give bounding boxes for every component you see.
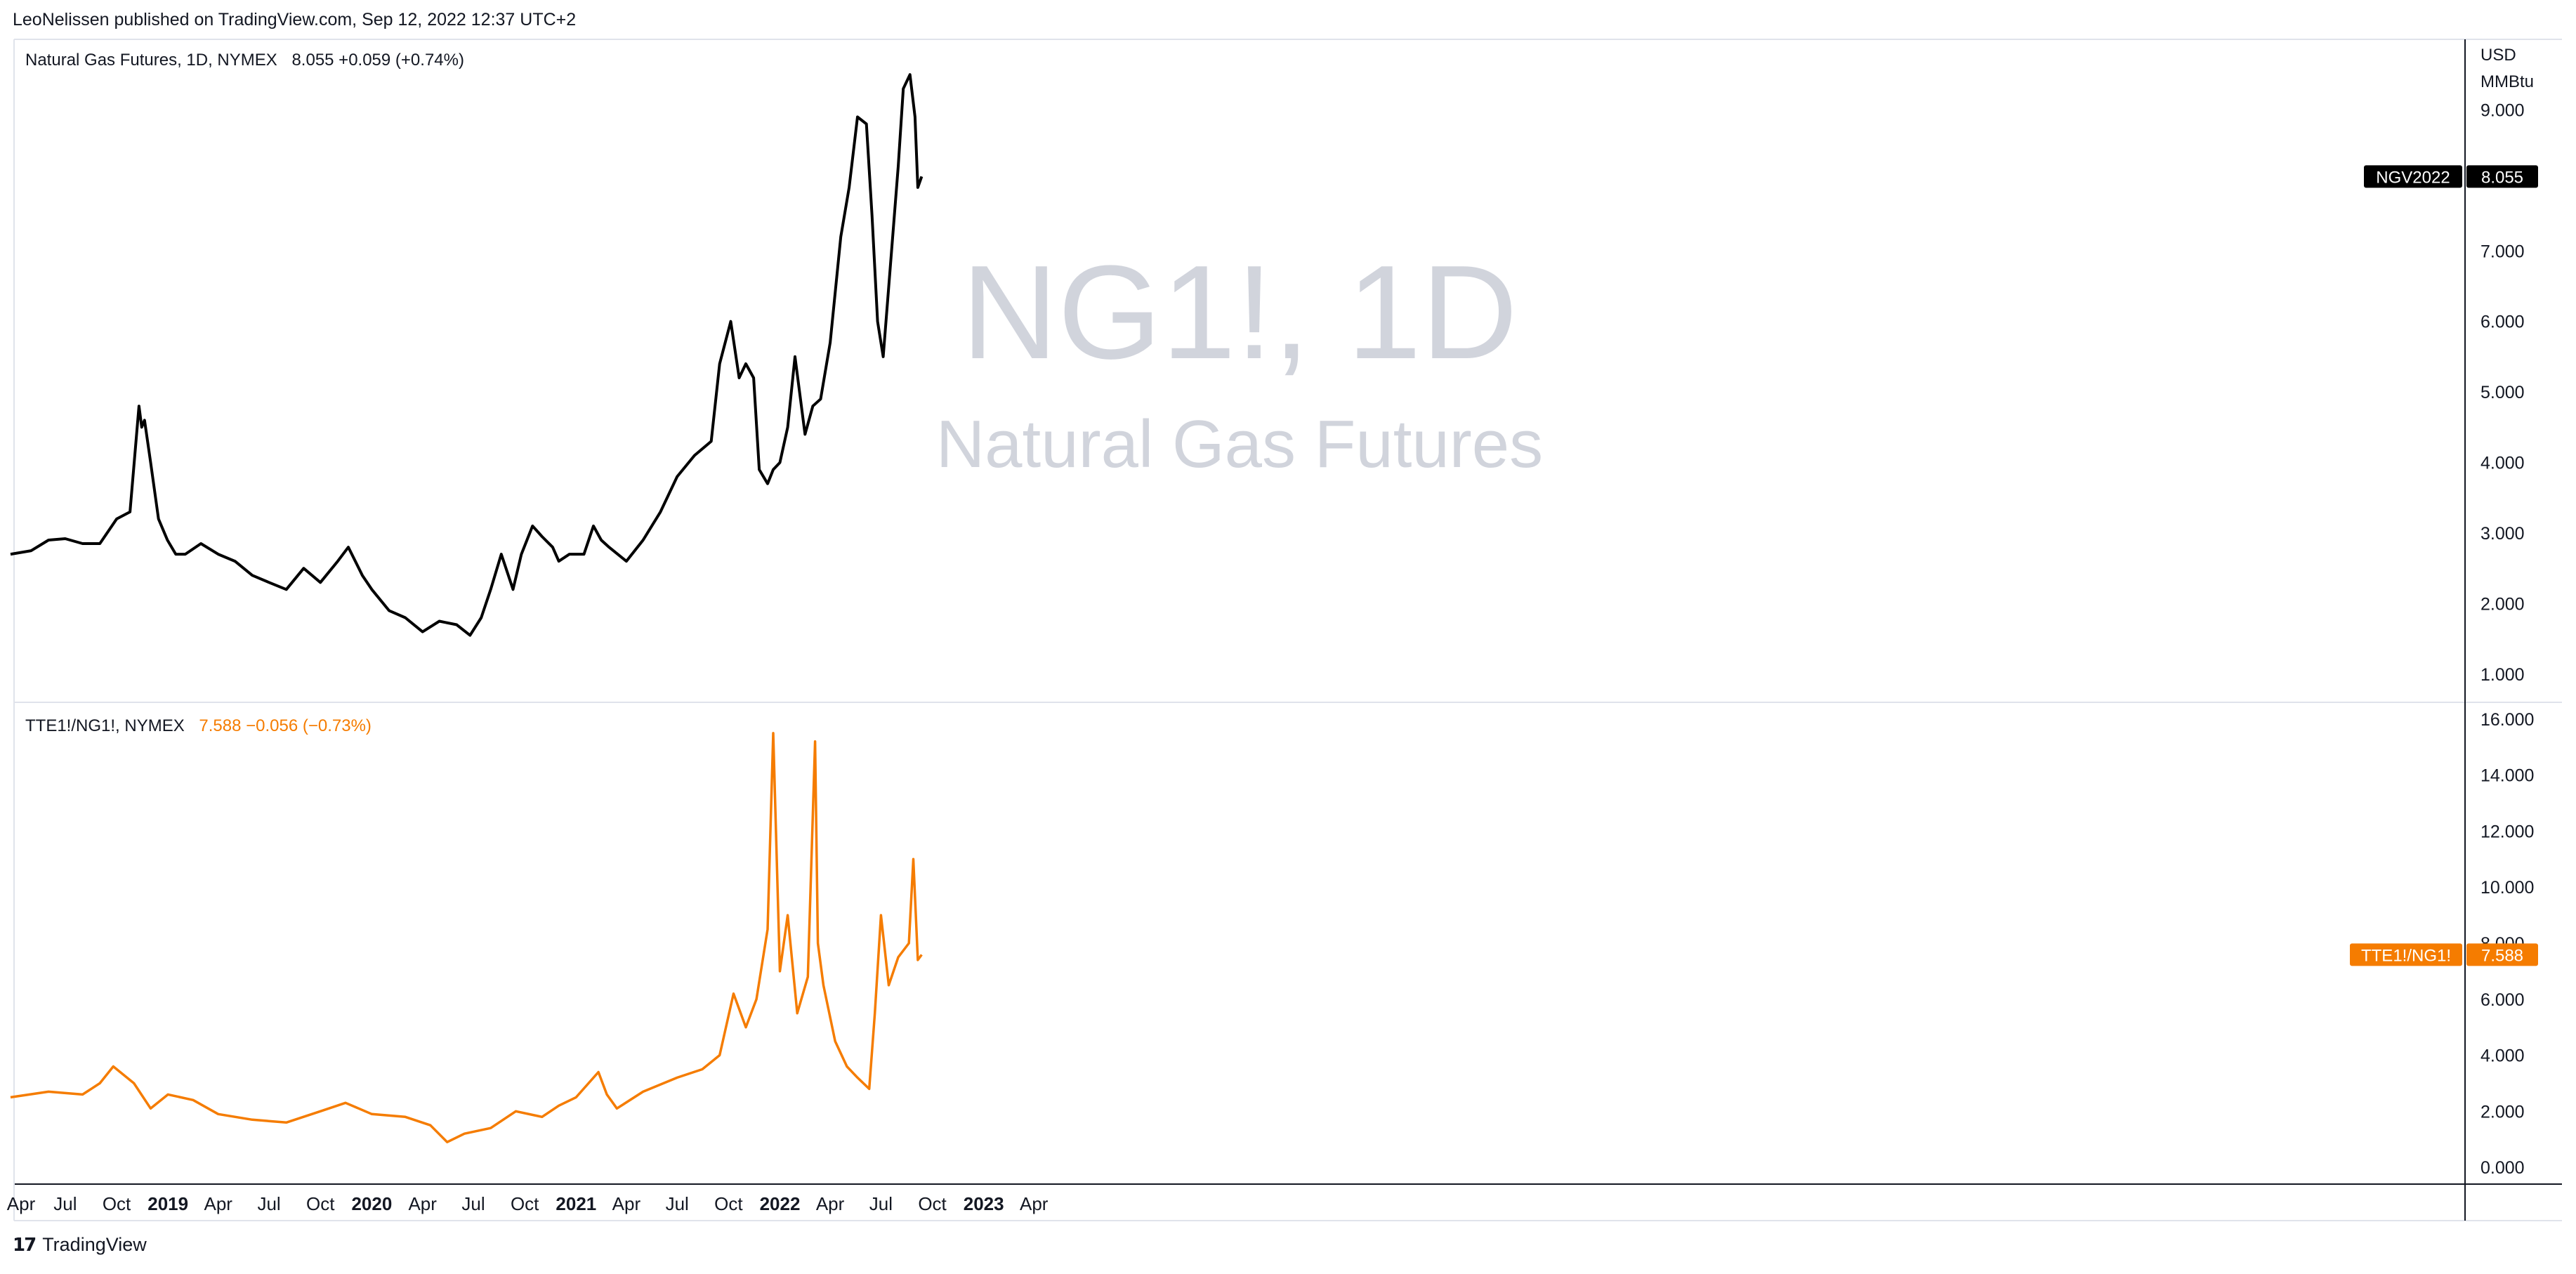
x-tick-label: 2023 (964, 1193, 1004, 1214)
x-tick-label: Oct (306, 1193, 335, 1214)
pane2-legend: TTE1!/NG1!, NYMEX 7.588 −0.056 (−0.73%) (25, 716, 372, 736)
x-tick-label: 2021 (556, 1193, 596, 1214)
y-tick-label: 16.000 (2480, 710, 2534, 730)
x-tick-label: Oct (103, 1193, 131, 1214)
x-tick-label: 2020 (351, 1193, 392, 1214)
x-tick-label: Oct (511, 1193, 539, 1214)
price-label-value-box (2466, 943, 2538, 966)
y-tick-label: 0.000 (2480, 1158, 2525, 1178)
series-line-ratio (10, 732, 923, 1143)
y-tick-label: 12.000 (2480, 822, 2534, 841)
y-tick-label: 4.000 (2480, 1046, 2525, 1066)
y-tick-label: 1.000 (2480, 665, 2525, 685)
brand-name: TradingView (42, 1234, 147, 1255)
axis-unit-currency: USD (2480, 46, 2516, 65)
publish-info: LeoNelissen published on TradingView.com… (13, 10, 577, 29)
series-line-ng (10, 73, 924, 637)
x-tick-label: Apr (816, 1193, 845, 1214)
price-label-symbol: NGV2022 (2376, 168, 2450, 187)
x-tick-label: Jul (869, 1193, 893, 1214)
x-tick-label: Jul (461, 1193, 485, 1214)
x-tick-label: Apr (1020, 1193, 1049, 1214)
x-tick-label: Oct (714, 1193, 743, 1214)
x-tick-label: Apr (7, 1193, 36, 1214)
x-tick-label: Apr (408, 1193, 437, 1214)
pane2-legend-value: 7.588 −0.056 (−0.73%) (199, 716, 372, 735)
price-label-value: 8.055 (2481, 168, 2523, 187)
x-tick-label: Jul (257, 1193, 280, 1214)
y-tick-label: 6.000 (2480, 990, 2525, 1010)
y-tick-label: 10.000 (2480, 878, 2534, 898)
price-label-symbol-box (2364, 165, 2462, 188)
footer-branding[interactable]: 𝟭𝟳 TradingView (13, 1234, 147, 1256)
y-tick-label: 2.000 (2480, 1102, 2525, 1122)
price-label-value-box (2466, 165, 2538, 188)
watermark-symbol: NG1!, 1D (961, 238, 1518, 387)
axis-unit-measure: MMBtu (2480, 72, 2534, 91)
watermark-name: Natural Gas Futures (936, 407, 1543, 482)
x-tick-label: Apr (204, 1193, 233, 1214)
y-tick-label: 7.000 (2480, 242, 2525, 261)
pane1-legend: Natural Gas Futures, 1D, NYMEX 8.055 +0.… (25, 51, 464, 70)
x-tick-label: 2022 (760, 1193, 801, 1214)
x-tick-label: Jul (666, 1193, 689, 1214)
y-tick-label: 6.000 (2480, 313, 2525, 332)
x-tick-label: Apr (612, 1193, 641, 1214)
pane1-legend-value: 8.055 +0.059 (+0.74%) (291, 51, 464, 70)
price-label-value: 7.588 (2481, 946, 2523, 965)
pane2-legend-title: TTE1!/NG1!, NYMEX (25, 716, 185, 735)
y-tick-label: 2.000 (2480, 594, 2525, 614)
y-tick-label: 4.000 (2480, 454, 2525, 473)
pane1-legend-title: Natural Gas Futures, 1D, NYMEX (25, 51, 277, 70)
y-tick-label: 3.000 (2480, 524, 2525, 544)
x-tick-label: Oct (918, 1193, 947, 1214)
x-tick-label: Jul (53, 1193, 77, 1214)
y-tick-label: 14.000 (2480, 766, 2534, 786)
y-tick-label: 5.000 (2480, 383, 2525, 402)
x-tick-label: 2019 (147, 1193, 188, 1214)
tradingview-logo-icon: 𝟭𝟳 (13, 1234, 37, 1255)
y-tick-label: 9.000 (2480, 100, 2525, 120)
price-label-symbol: TTE1!/NG1! (2361, 946, 2451, 965)
price-label-symbol-box (2350, 943, 2462, 966)
